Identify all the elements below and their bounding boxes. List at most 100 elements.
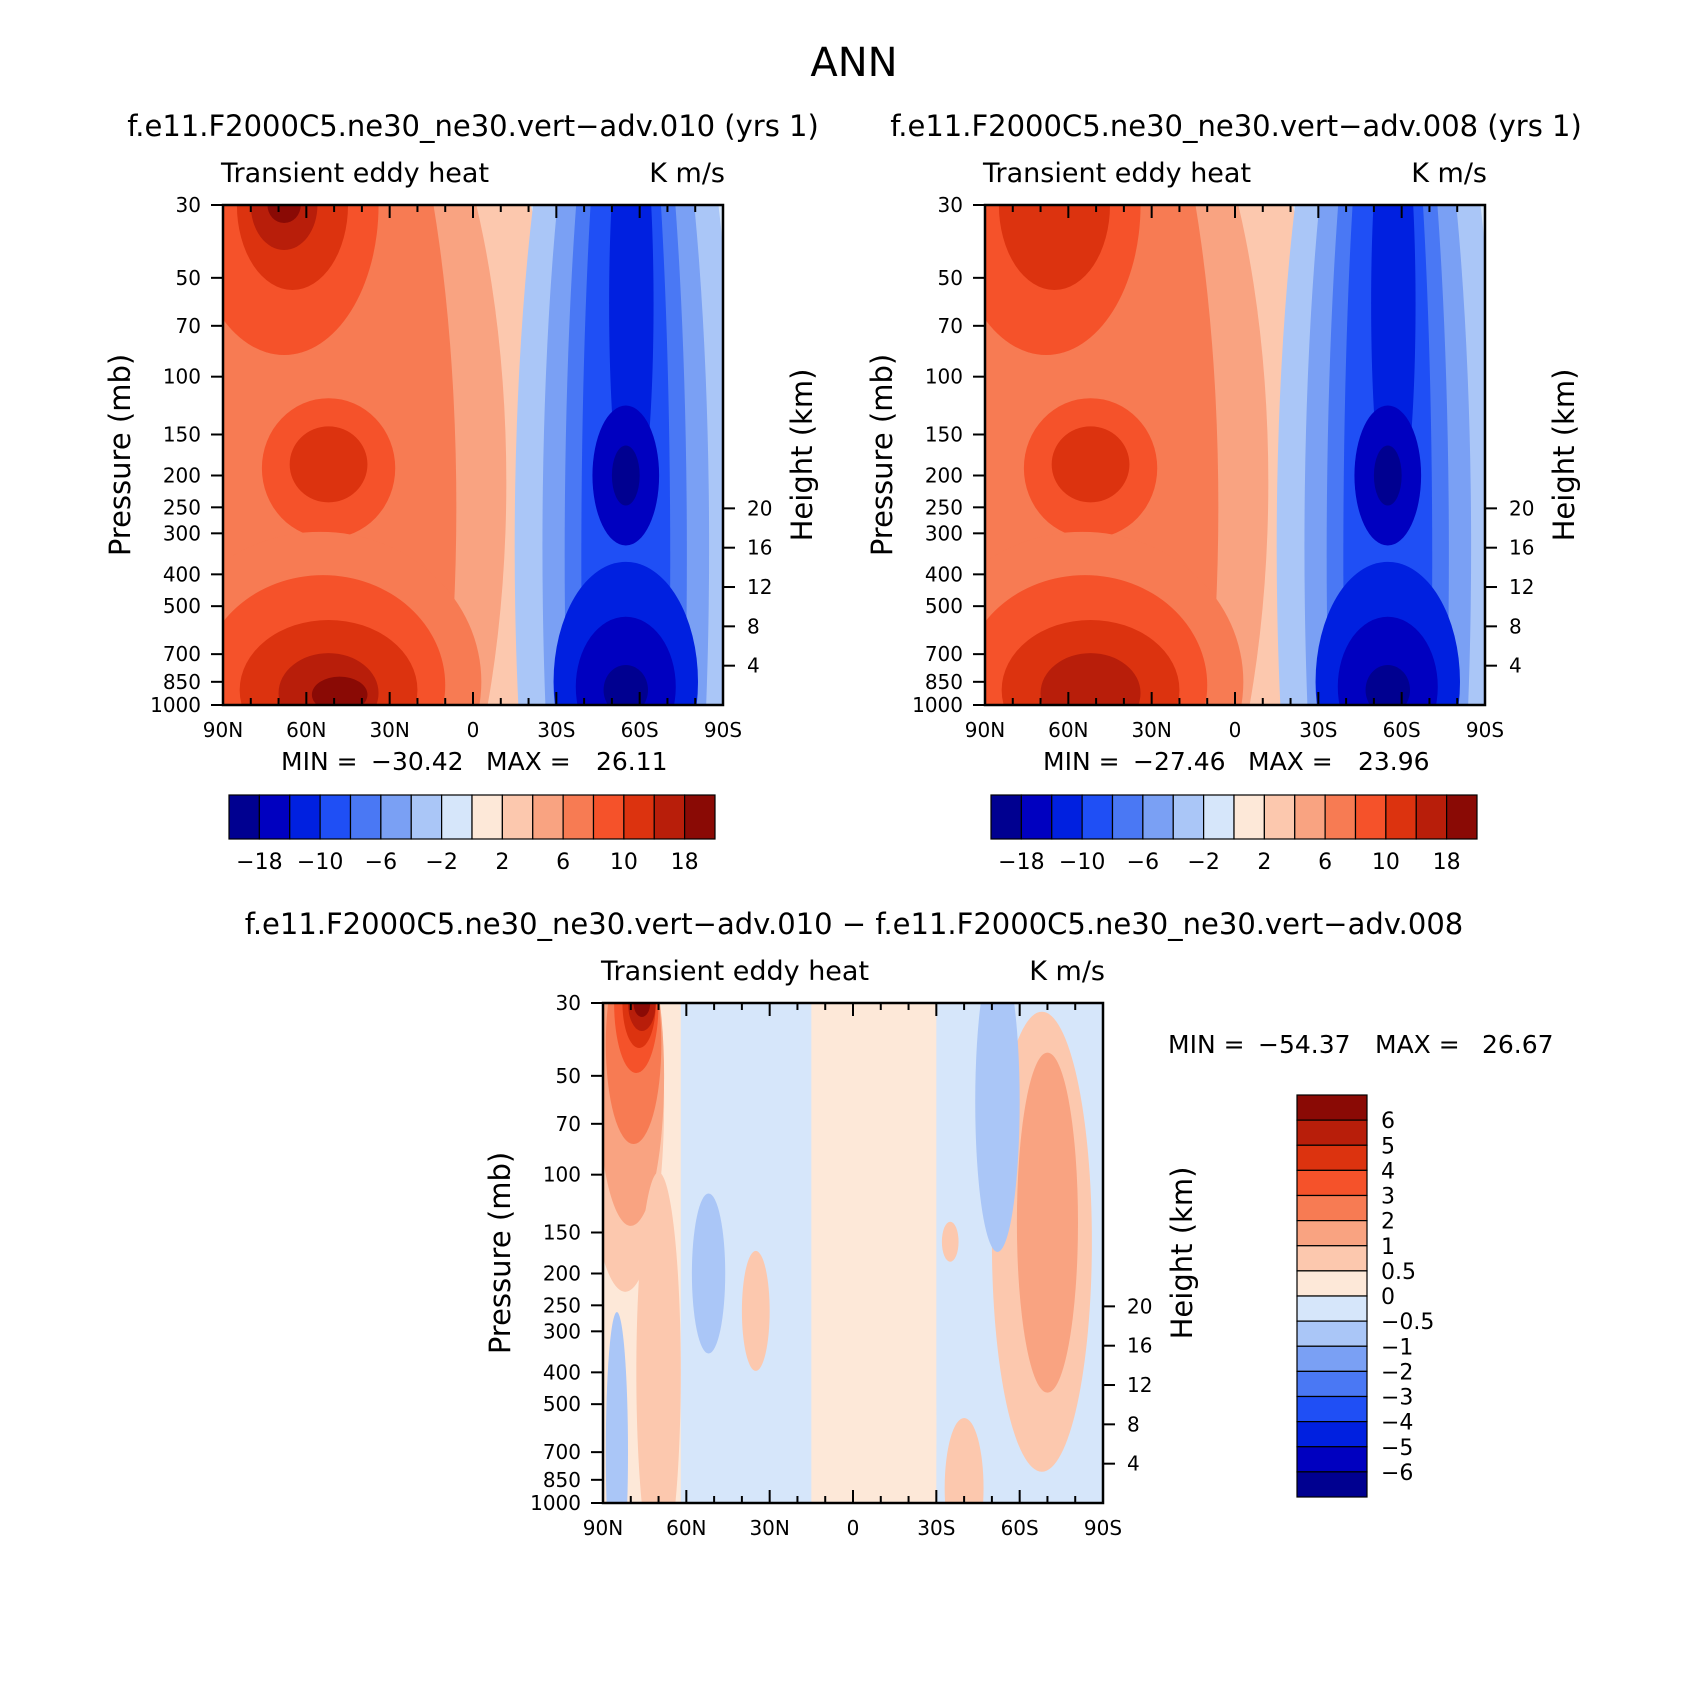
panel2-ytick-label: 300 <box>925 521 963 545</box>
panel3-colorbar-box <box>1296 1194 1368 1222</box>
panel1-xtick-label: 60N <box>286 718 326 742</box>
panel3-contour-19 <box>941 1221 959 1262</box>
panel-3-units: K m/s <box>1029 956 1105 987</box>
panel-2-min-value: −27.46 <box>1133 747 1226 776</box>
panel3-colorbar-label: −3 <box>1381 1386 1413 1411</box>
panel2-colorbar-box <box>1446 794 1478 840</box>
panel2-colorbar-box <box>1324 794 1357 840</box>
panel1-colorbar-label: −6 <box>365 850 397 875</box>
panel-2-left-label: Transient eddy heat <box>982 158 1251 189</box>
panel2-contour-25 <box>1337 616 1438 705</box>
panel1-colorbar-box <box>623 794 655 840</box>
panel3-xtick-label: 0 <box>847 1516 860 1540</box>
panel3-colorbar-box <box>1296 1245 1368 1272</box>
panel3-contour-13 <box>741 1250 770 1371</box>
panel1-colorbar-box <box>592 794 625 840</box>
panel3-contour-11 <box>636 1172 681 1503</box>
panel1-colorbar-label: −18 <box>236 850 282 875</box>
panel-3: f.e11.F2000C5.ne30_ne30.vert−adv.010 − f… <box>245 907 1554 1540</box>
panel-1-height-axis: 20 16 12 8 4 <box>723 496 772 678</box>
panel2-colorbar-box <box>1081 794 1114 840</box>
panel1-ytick-label: 150 <box>163 422 201 446</box>
panel-1-contours <box>223 205 723 705</box>
panel-2-plot-area <box>985 205 1485 705</box>
panel2-ytick-label: 250 <box>925 495 963 519</box>
panel-2-title: f.e11.F2000C5.ne30_ne30.vert−adv.008 (yr… <box>890 109 1582 143</box>
panel2-colorbar-label: −2 <box>1187 850 1219 875</box>
panel2-colorbar-box <box>1415 794 1448 840</box>
panel1-ytick-label: 400 <box>163 562 201 586</box>
panel-3-min-value: −54.37 <box>1258 1030 1351 1059</box>
panel2-contour-23 <box>1373 445 1402 506</box>
panel3-colorbar-label: 5 <box>1381 1134 1395 1159</box>
panel1-colorbar-box <box>471 794 503 840</box>
panel3-colorbar-box <box>1296 1446 1368 1473</box>
panel3-colorbar-label: −5 <box>1381 1436 1413 1461</box>
panel2-colorbar-box <box>1142 794 1174 840</box>
panel3-colorbar-label: −2 <box>1381 1360 1413 1385</box>
panel-3-x-axis: 90N 60N 30N 0 30S 60S 90S <box>583 1003 1122 1540</box>
panel-2: f.e11.F2000C5.ne30_ne30.vert−adv.008 (yr… <box>865 109 1582 875</box>
panel-3-plot-area <box>603 1003 1103 1503</box>
panel3-xtick-label: 60N <box>666 1516 706 1540</box>
panel2-colorbar-box <box>1203 794 1235 840</box>
panel2-colorbar-box <box>1294 794 1326 840</box>
panel1-colorbar-box <box>441 794 473 840</box>
panel2-xtick-label: 60S <box>1383 718 1421 742</box>
panel1-contour-14 <box>289 426 368 503</box>
panel-1-colorbar: −18 −10 −6 −2 2 6 10 18 <box>228 794 716 875</box>
panel3-colorbar-label: 4 <box>1381 1159 1395 1184</box>
panel1-colorbar-label: 18 <box>671 850 699 875</box>
panel2-ytick-label: 50 <box>938 266 963 290</box>
panel2-xtick-label: 90N <box>965 718 1005 742</box>
panel-2-min-label: MIN = <box>1043 747 1120 776</box>
panel2-colorbar-box <box>1263 794 1296 840</box>
panel1-colorbar-box <box>228 794 260 840</box>
panel2-colorbar-label: −18 <box>998 850 1044 875</box>
panel3-ytick-label: 150 <box>543 1220 581 1244</box>
panel3-colorbar-label: 2 <box>1381 1210 1395 1235</box>
panel2-xtick-label: 30N <box>1131 718 1171 742</box>
panel-1-max-value: 26.11 <box>596 747 668 776</box>
panel3-colorbar-box <box>1296 1345 1368 1372</box>
panel2-ytick-label: 850 <box>925 670 963 694</box>
panel1-colorbar-label: 2 <box>495 850 509 875</box>
panel3-colorbar-label: −4 <box>1381 1411 1413 1436</box>
panel3-colorbar-label: 3 <box>1381 1185 1395 1210</box>
panel-2-pressure-label: Pressure (mb) <box>865 354 899 556</box>
panel3-ytick-label: 400 <box>543 1360 581 1384</box>
panel3-colorbar-box <box>1296 1421 1368 1448</box>
panel3-xtick-label: 90N <box>583 1516 623 1540</box>
panel1-colorbar-box <box>349 794 382 840</box>
panel2-xtick-label: 0 <box>1229 718 1242 742</box>
panel-2-colorbar: −18 −10 −6 −2 2 6 10 18 <box>990 794 1478 875</box>
panel1-colorbar-label: 10 <box>610 850 638 875</box>
panel2-ytick-label: 200 <box>925 464 963 488</box>
panel-1-height-label: Height (km) <box>785 369 819 542</box>
panel2-colorbar-box <box>1020 794 1053 840</box>
panel3-height-tick-label: 16 <box>1127 1334 1152 1358</box>
panel2-contour-26 <box>1365 664 1410 705</box>
panel-3-max-value: 26.67 <box>1482 1030 1554 1059</box>
panel-2-height-label: Height (km) <box>1547 369 1581 542</box>
panel3-colorbar-box <box>1296 1295 1368 1322</box>
panel1-ytick-label: 1000 <box>150 693 201 717</box>
panel3-ytick-label: 500 <box>543 1392 581 1416</box>
panel1-ytick-label: 50 <box>176 266 201 290</box>
panel1-colorbar-box <box>653 794 686 840</box>
panel1-colorbar-box <box>410 794 443 840</box>
panel2-ytick-label: 400 <box>925 562 963 586</box>
panel3-contour-16 <box>1016 1052 1078 1393</box>
panel-2-max-value: 23.96 <box>1358 747 1430 776</box>
panel3-colorbar-box <box>1296 1270 1368 1297</box>
panel3-contour-10 <box>633 1003 651 1017</box>
panel3-colorbar-box <box>1296 1220 1368 1247</box>
panel1-colorbar-box <box>532 794 564 840</box>
panel3-colorbar-label: −0.5 <box>1381 1310 1434 1335</box>
panel-1: f.e11.F2000C5.ne30_ne30.vert−adv.010 (yr… <box>103 109 819 875</box>
panel1-colorbar-box <box>562 794 595 840</box>
panel1-height-tick-label: 4 <box>747 654 760 678</box>
panel1-ytick-label: 70 <box>176 314 201 338</box>
